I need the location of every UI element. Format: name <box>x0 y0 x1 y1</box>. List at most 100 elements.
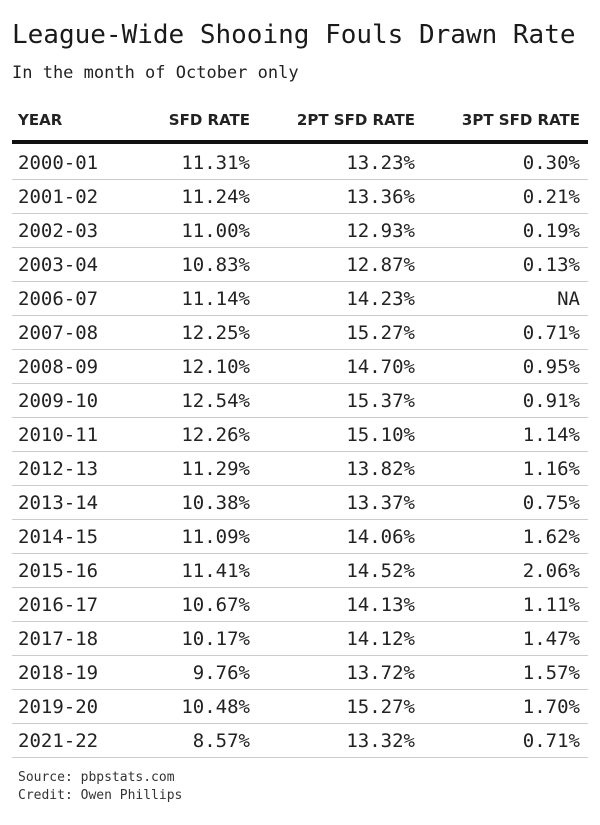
column-header-2pt-sfd-rate: 2PT SFD RATE <box>296 111 415 129</box>
year-cell: 2013-14 <box>18 491 99 514</box>
table-row: 2007-08 12.25% 15.27% 0.71% <box>12 316 588 350</box>
sfd-rate-cell: 10.83% <box>181 253 250 276</box>
year-cell: 2001-02 <box>18 185 99 208</box>
column-header-3pt-sfd-rate: 3PT SFD RATE <box>461 111 580 129</box>
year-cell: 2003-04 <box>18 253 99 276</box>
sfd-rate-cell: 10.38% <box>181 491 250 514</box>
2pt-sfd-rate-cell: 14.06% <box>346 525 415 548</box>
table-row: 2000-01 11.31% 13.23% 0.30% <box>12 146 588 180</box>
page-subtitle: In the month of October only <box>12 63 299 83</box>
sfd-rate-cell: 12.10% <box>181 355 250 378</box>
year-cell: 2008-09 <box>18 355 99 378</box>
year-cell: 2018-19 <box>18 661 99 684</box>
table-row: 2010-11 12.26% 15.10% 1.14% <box>12 418 588 452</box>
column-header-sfd-rate: SFD RATE <box>168 111 250 129</box>
3pt-sfd-rate-cell: 0.13% <box>522 253 580 276</box>
3pt-sfd-rate-cell: 1.47% <box>522 627 580 650</box>
year-cell: 2014-15 <box>18 525 99 548</box>
table-row: 2015-16 11.41% 14.52% 2.06% <box>12 554 588 588</box>
2pt-sfd-rate-cell: 14.52% <box>346 559 415 582</box>
year-cell: 2010-11 <box>18 423 99 446</box>
3pt-sfd-rate-cell: 1.57% <box>522 661 580 684</box>
year-cell: 2007-08 <box>18 321 99 344</box>
3pt-sfd-rate-cell: 1.14% <box>522 423 580 446</box>
sfd-rate-cell: 11.00% <box>181 219 250 242</box>
sfd-rate-cell: 10.67% <box>181 593 250 616</box>
year-cell: 2002-03 <box>18 219 99 242</box>
3pt-sfd-rate-cell: 1.11% <box>522 593 580 616</box>
sfd-rate-cell: 12.54% <box>181 389 250 412</box>
sfd-rate-cell: 11.24% <box>181 185 250 208</box>
sfd-rate-cell: 11.09% <box>181 525 250 548</box>
3pt-sfd-rate-cell: 0.71% <box>522 321 580 344</box>
2pt-sfd-rate-cell: 13.32% <box>346 729 415 752</box>
3pt-sfd-rate-cell: 0.30% <box>522 151 580 174</box>
2pt-sfd-rate-cell: 14.70% <box>346 355 415 378</box>
2pt-sfd-rate-cell: 14.23% <box>346 287 415 310</box>
sfd-rate-cell: 8.57% <box>192 729 250 752</box>
year-cell: 2012-13 <box>18 457 99 480</box>
table-row: 2016-17 10.67% 14.13% 1.11% <box>12 588 588 622</box>
2pt-sfd-rate-cell: 13.37% <box>346 491 415 514</box>
sfd-rate-cell: 9.76% <box>192 661 250 684</box>
2pt-sfd-rate-cell: 12.93% <box>346 219 415 242</box>
year-cell: 2016-17 <box>18 593 99 616</box>
3pt-sfd-rate-cell: 2.06% <box>522 559 580 582</box>
3pt-sfd-rate-cell: 0.19% <box>522 219 580 242</box>
2pt-sfd-rate-cell: 13.72% <box>346 661 415 684</box>
2pt-sfd-rate-cell: 14.13% <box>346 593 415 616</box>
sfd-rate-cell: 12.26% <box>181 423 250 446</box>
sfd-rate-cell: 11.31% <box>181 151 250 174</box>
table-row: 2017-18 10.17% 14.12% 1.47% <box>12 622 588 656</box>
2pt-sfd-rate-cell: 13.36% <box>346 185 415 208</box>
3pt-sfd-rate-cell: 0.95% <box>522 355 580 378</box>
sfd-rate-cell: 11.41% <box>181 559 250 582</box>
3pt-sfd-rate-cell: 1.70% <box>522 695 580 718</box>
table-row: 2008-09 12.10% 14.70% 0.95% <box>12 350 588 384</box>
3pt-sfd-rate-cell: 1.16% <box>522 457 580 480</box>
source-note: Source: pbpstats.com <box>18 770 175 785</box>
2pt-sfd-rate-cell: 13.23% <box>346 151 415 174</box>
year-cell: 2006-07 <box>18 287 99 310</box>
table-row: 2012-13 11.29% 13.82% 1.16% <box>12 452 588 486</box>
year-cell: 2021-22 <box>18 729 99 752</box>
data-table: YEAR SFD RATE 2PT SFD RATE 3PT SFD RATE … <box>12 100 588 758</box>
sfd-rate-cell: 11.29% <box>181 457 250 480</box>
column-header-year: YEAR <box>18 111 63 129</box>
sfd-rate-cell: 12.25% <box>181 321 250 344</box>
table-header: YEAR SFD RATE 2PT SFD RATE 3PT SFD RATE <box>12 100 588 144</box>
2pt-sfd-rate-cell: 15.27% <box>346 695 415 718</box>
table-row: 2009-10 12.54% 15.37% 0.91% <box>12 384 588 418</box>
credit-note: Credit: Owen Phillips <box>18 788 183 803</box>
3pt-sfd-rate-cell: 0.75% <box>522 491 580 514</box>
table-row: 2014-15 11.09% 14.06% 1.62% <box>12 520 588 554</box>
2pt-sfd-rate-cell: 12.87% <box>346 253 415 276</box>
year-cell: 2017-18 <box>18 627 99 650</box>
table-row: 2021-22 8.57% 13.32% 0.71% <box>12 724 588 758</box>
table-row: 2006-07 11.14% 14.23% NA <box>12 282 588 316</box>
sfd-rate-cell: 10.17% <box>181 627 250 650</box>
page-title: League-Wide Shooing Fouls Drawn Rate <box>12 20 576 50</box>
year-cell: 2000-01 <box>18 151 99 174</box>
year-cell: 2015-16 <box>18 559 99 582</box>
3pt-sfd-rate-cell: 0.71% <box>522 729 580 752</box>
sfd-rate-cell: 10.48% <box>181 695 250 718</box>
3pt-sfd-rate-cell: 0.21% <box>522 185 580 208</box>
table-row: 2019-20 10.48% 15.27% 1.70% <box>12 690 588 724</box>
3pt-sfd-rate-cell: 0.91% <box>522 389 580 412</box>
3pt-sfd-rate-cell: 1.62% <box>522 525 580 548</box>
3pt-sfd-rate-cell: NA <box>557 287 580 310</box>
table-row: 2013-14 10.38% 13.37% 0.75% <box>12 486 588 520</box>
2pt-sfd-rate-cell: 15.37% <box>346 389 415 412</box>
footer: Source: pbpstats.com Credit: Owen Philli… <box>18 769 182 805</box>
sfd-rate-cell: 11.14% <box>181 287 250 310</box>
table-row: 2001-02 11.24% 13.36% 0.21% <box>12 180 588 214</box>
2pt-sfd-rate-cell: 15.10% <box>346 423 415 446</box>
year-cell: 2019-20 <box>18 695 99 718</box>
2pt-sfd-rate-cell: 14.12% <box>346 627 415 650</box>
2pt-sfd-rate-cell: 13.82% <box>346 457 415 480</box>
2pt-sfd-rate-cell: 15.27% <box>346 321 415 344</box>
table-body: 2000-01 11.31% 13.23% 0.30% 2001-02 11.24% 13.… <box>12 146 588 758</box>
table-row: 2003-04 10.83% 12.87% 0.13% <box>12 248 588 282</box>
